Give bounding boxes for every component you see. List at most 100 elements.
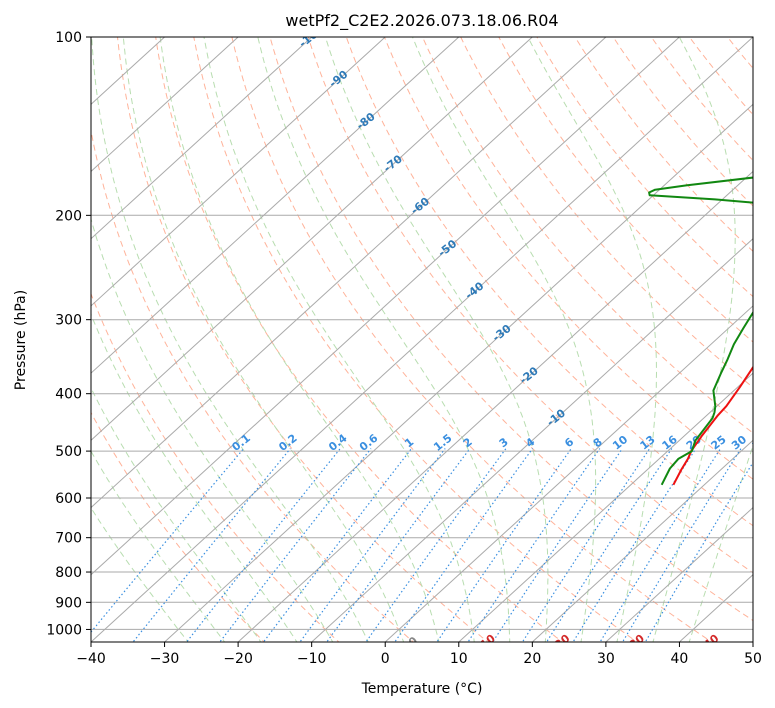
mixing-ratio-line <box>365 448 507 642</box>
moist-adiabat-line <box>91 217 334 642</box>
mixing-ratio-line <box>599 448 722 642</box>
dry-adiabat-line <box>307 37 753 574</box>
mixing-ratio-label: 1.5 <box>431 432 454 454</box>
isotherm-line <box>91 37 239 173</box>
dry-adiabat-line <box>231 37 713 642</box>
y-tick-label: 800 <box>55 565 82 581</box>
mixing-ratio-line <box>436 448 572 642</box>
dry-adiabat-line <box>269 37 753 622</box>
mixing-ratio-line <box>91 448 245 633</box>
isotherm-line <box>91 37 753 642</box>
x-tick-label: 40 <box>671 651 689 667</box>
isotherm-line <box>458 372 753 642</box>
y-tick-label: 700 <box>55 531 82 547</box>
y-axis-title: Pressure (hPa) <box>13 290 29 390</box>
mixing-ratio-label: 0.6 <box>357 431 381 453</box>
dry-adiabat-line <box>688 37 753 116</box>
axes: −40 −30 −20 −10 0 10 20 30 40 5010009008007006005… <box>46 30 762 667</box>
dry-adiabat-line <box>650 37 753 162</box>
mixing-ratio-line <box>545 448 673 642</box>
dry-adiabat-label: 20 <box>552 632 572 652</box>
y-tick-label: 200 <box>55 208 82 224</box>
dry-adiabat-label: 0 <box>406 634 420 649</box>
isotherm-line <box>384 305 753 642</box>
mixing-ratio-label: 1 <box>402 435 416 450</box>
x-tick-label: 30 <box>597 651 615 667</box>
x-tick-label: −40 <box>76 651 106 667</box>
mixing-ratio-line <box>219 448 372 642</box>
dry-adiabat-line <box>498 37 753 343</box>
x-tick-label: −20 <box>223 651 253 667</box>
dry-adiabat-line <box>536 37 753 298</box>
dry-adiabat-line <box>193 37 639 642</box>
mixing-ratio-line <box>185 448 341 642</box>
moist-adiabat-line <box>91 37 369 642</box>
y-tick-label: 500 <box>55 444 82 460</box>
mixing-ratio-line <box>621 448 742 642</box>
plot-area: 0.1 0.2 0.4 0.6 1 1.5 2 3 4 6 8 10 13 16 20 25 30 36-100-… <box>91 24 775 652</box>
isotherm-line <box>311 238 753 642</box>
mixing-ratio-line <box>393 448 534 642</box>
mixing-ratio-line <box>521 448 651 642</box>
y-tick-label: 1000 <box>46 622 82 638</box>
y-tick-label: 900 <box>55 595 82 611</box>
isotherm-line <box>164 103 753 642</box>
x-tick-label: 0 <box>381 651 390 667</box>
x-tick-label: 10 <box>450 651 468 667</box>
y-tick-label: 600 <box>55 491 82 507</box>
x-tick-label: −30 <box>150 651 180 667</box>
dewpoint-trace <box>648 176 753 486</box>
mixing-ratio-label: 30 <box>729 433 749 453</box>
isotherm-line <box>237 170 753 642</box>
dry-adiabat-line <box>383 37 753 480</box>
mixing-ratio-label: 2 <box>461 435 475 450</box>
isotherm-line <box>531 439 753 642</box>
dry-adiabat-label: 30 <box>627 632 647 652</box>
mixing-ratio-line <box>572 448 697 642</box>
isotherm-line <box>752 641 753 642</box>
mixing-ratio-label: 6 <box>562 435 576 450</box>
plot-frame <box>90 36 754 643</box>
mixing-ratio-line <box>299 448 446 642</box>
mixing-ratio-line <box>491 448 623 642</box>
dry-adiabat-line <box>755 24 775 645</box>
mixing-ratio-label: 0.4 <box>326 431 350 453</box>
moist-adiabat-line <box>688 444 753 642</box>
dry-adiabat-label: 10 <box>478 632 498 652</box>
mixing-ratio-label: 25 <box>709 433 729 453</box>
x-tick-label: −10 <box>297 651 327 667</box>
x-axis-title: Temperature (°C) <box>361 681 483 697</box>
isotherm-line <box>91 37 386 307</box>
moist-adiabat-line <box>203 37 475 642</box>
chart-title: wetPf2_C2E2.2026.073.18.06.R04 <box>285 11 558 31</box>
isotherm-line <box>91 37 460 374</box>
dry-adiabat-line <box>91 411 265 642</box>
dry-adiabat-label: 40 <box>701 632 721 652</box>
y-tick-label: 100 <box>55 30 82 46</box>
mixing-ratio-label: 3 <box>497 435 511 450</box>
x-tick-label: 50 <box>744 651 762 667</box>
mixing-ratio-label: 16 <box>660 433 680 453</box>
temperature-trace <box>672 365 753 486</box>
isotherm-line <box>605 506 753 642</box>
mixing-ratio-line <box>325 448 471 642</box>
mixing-ratio-line <box>467 448 601 642</box>
dry-adiabat-line <box>116 37 489 642</box>
isotherm-line <box>91 37 680 576</box>
isotherm-line <box>91 37 533 441</box>
mixing-ratio-label: 0.2 <box>276 432 299 454</box>
x-tick-label: 20 <box>523 651 541 667</box>
dry-adiabat-line <box>421 37 753 434</box>
y-tick-label: 300 <box>55 313 82 329</box>
isotherm-line <box>91 37 313 240</box>
dry-adiabat-line <box>345 37 753 527</box>
mixing-ratio-line <box>644 461 753 642</box>
mixing-ratio-line <box>132 448 291 642</box>
mixing-ratio-line <box>262 448 412 642</box>
dry-adiabat-line <box>726 37 753 70</box>
mixing-ratio-label: 36 <box>750 433 770 453</box>
y-tick-label: 400 <box>55 387 82 403</box>
isotherm-line <box>91 37 607 509</box>
moist-adiabat-line <box>257 37 511 642</box>
